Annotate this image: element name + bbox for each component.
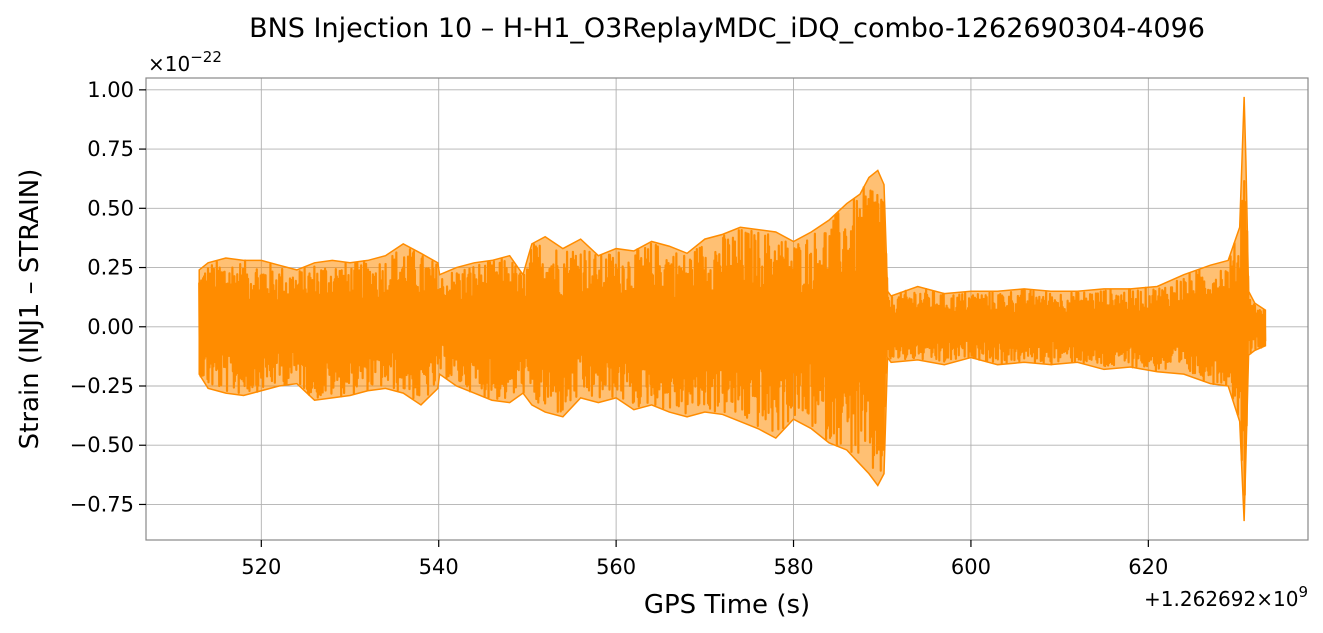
- x-axis-label: GPS Time (s): [644, 590, 810, 620]
- y-tick-label: 1.00: [87, 78, 134, 102]
- y-tick-label: 0.00: [87, 315, 134, 339]
- strain-series: [198, 96, 1267, 522]
- x-offset-label: +1.262692×109: [1144, 583, 1308, 611]
- x-tick-label: 540: [419, 555, 459, 579]
- x-tick-label: 580: [773, 555, 813, 579]
- y-scale-factor: ×10−22: [148, 48, 222, 76]
- strain-envelope: [198, 96, 1267, 522]
- x-tick-label: 560: [596, 555, 636, 579]
- chart-title: BNS Injection 10 – H-H1_O3ReplayMDC_iDQ_…: [249, 13, 1205, 44]
- y-tick-label: 0.75: [87, 137, 134, 161]
- plot-frame: [145, 77, 1309, 541]
- y-tick-label: −0.75: [70, 492, 134, 516]
- x-tick-label: 620: [1128, 555, 1168, 579]
- x-tick-label: 520: [241, 555, 281, 579]
- y-tick-label: 0.25: [87, 256, 134, 280]
- y-axis-label: Strain (INJ1 – STRAIN): [15, 169, 45, 450]
- y-tick-label: −0.25: [70, 374, 134, 398]
- y-axis: 1.00 0.75 0.50 0.25 0.00 −0.25 −0.50 −0.75: [70, 78, 146, 516]
- y-tick-label: 0.50: [87, 196, 134, 220]
- y-tick-label: −0.50: [70, 433, 134, 457]
- x-tick-label: 600: [951, 555, 991, 579]
- x-axis: 520 540 560 580 600 620: [241, 540, 1168, 579]
